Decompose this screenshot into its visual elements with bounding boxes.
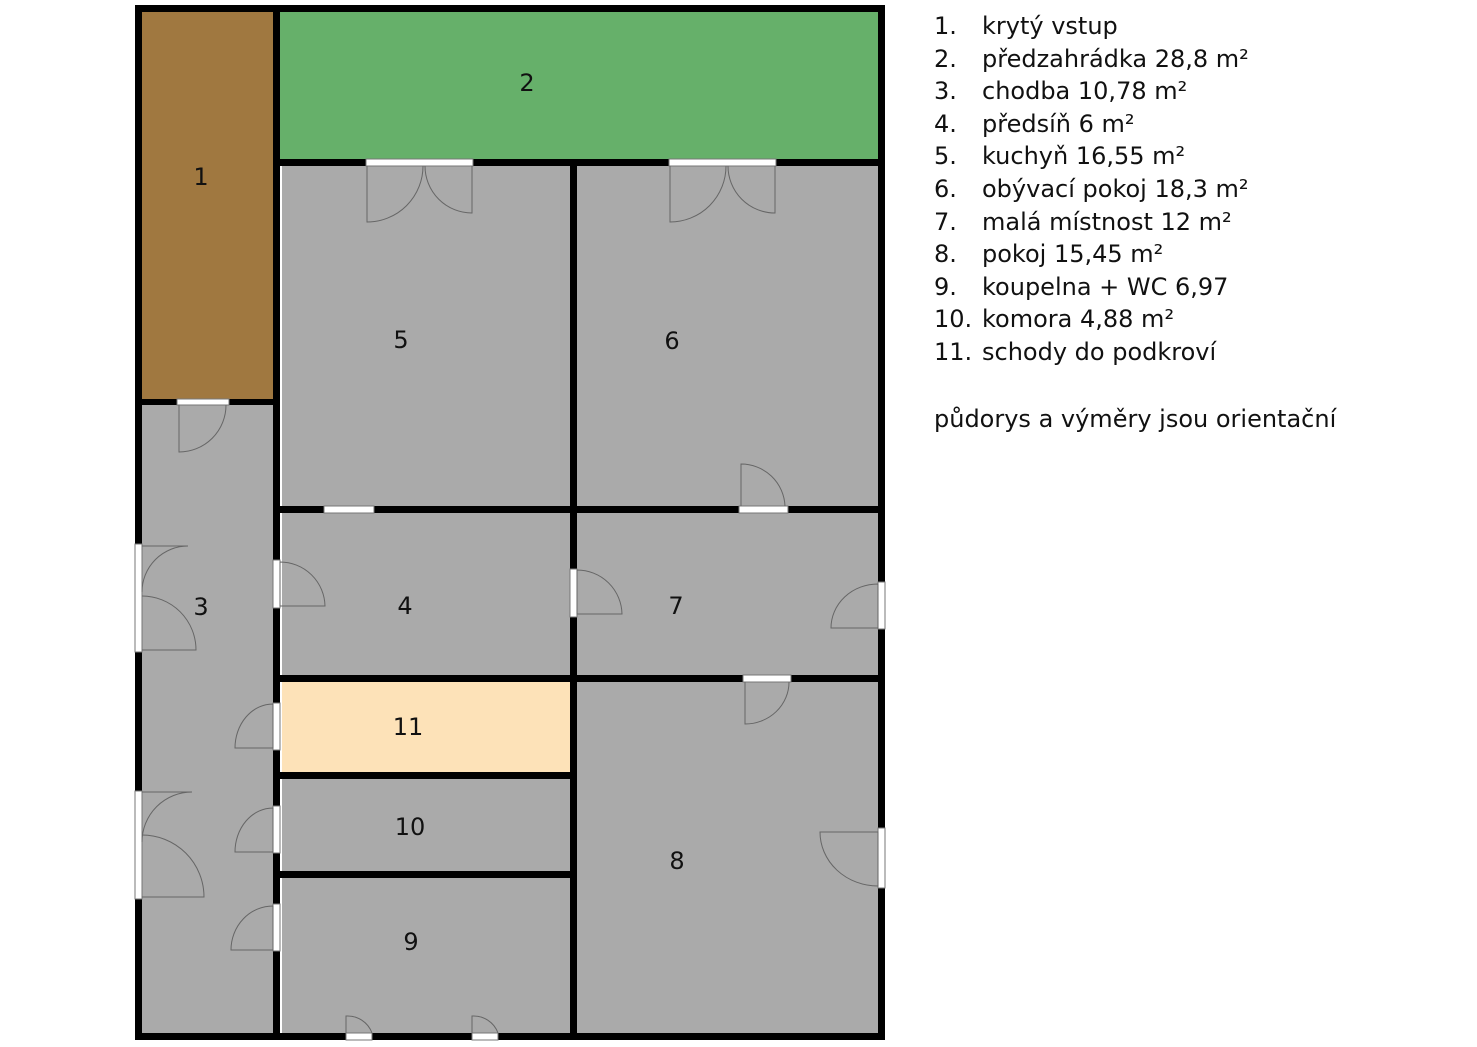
room-7-fill bbox=[577, 512, 878, 678]
legend-item: 6. obývací pokoj 18,3 m² bbox=[934, 173, 1336, 206]
legend-text: pokoj 15,45 m² bbox=[982, 240, 1164, 269]
room-9-fill bbox=[282, 878, 573, 1035]
legend-text: krytý vstup bbox=[982, 12, 1118, 40]
room-label-4: 4 bbox=[397, 592, 412, 620]
room-4-fill bbox=[282, 512, 573, 678]
legend-item: 1. krytý vstup bbox=[934, 10, 1336, 43]
floor-plan: 1 2 3 4 5 6 7 8 9 10 11 bbox=[134, 5, 886, 1041]
legend-item: 7. malá místnost 12 m² bbox=[934, 206, 1336, 239]
room-2-fill bbox=[276, 10, 879, 162]
legend-text: obývací pokoj 18,3 m² bbox=[982, 174, 1249, 203]
room-label-10: 10 bbox=[395, 813, 426, 841]
legend-item: 10. komora 4,88 m² bbox=[934, 303, 1336, 336]
legend-text: chodba 10,78 m² bbox=[982, 77, 1188, 106]
room-8-fill bbox=[577, 681, 878, 1035]
legend-item: 5. kuchyň 16,55 m² bbox=[934, 140, 1336, 173]
room-label-1: 1 bbox=[193, 163, 208, 191]
legend-item: 4. předsíň 6 m² bbox=[934, 108, 1336, 141]
room-1-fill bbox=[139, 10, 276, 402]
room-label-3: 3 bbox=[193, 593, 208, 621]
legend-number: 6. bbox=[934, 174, 957, 203]
legend-text: malá místnost 12 m² bbox=[982, 207, 1232, 236]
legend-text: kuchyň 16,55 m² bbox=[982, 142, 1186, 171]
legend-text: schody do podkroví bbox=[982, 337, 1217, 366]
legend-item: 9. koupelna + WC 6,97 bbox=[934, 271, 1336, 304]
legend-item: 8. pokoj 15,45 m² bbox=[934, 238, 1336, 271]
room-label-11: 11 bbox=[393, 713, 424, 741]
room-6-fill bbox=[577, 166, 878, 509]
room-10-fill bbox=[282, 779, 573, 874]
room-label-5: 5 bbox=[393, 326, 408, 354]
door-swings bbox=[141, 165, 879, 1034]
legend-number: 5. bbox=[934, 142, 957, 171]
legend-item: 2. předzahrádka 28,8 m² bbox=[934, 43, 1336, 76]
legend-text: předzahrádka 28,8 m² bbox=[982, 44, 1249, 73]
legend-item: 11. schody do podkroví bbox=[934, 336, 1336, 369]
legend-text: předsíň 6 m² bbox=[982, 109, 1135, 138]
legend-number: 7. bbox=[934, 207, 957, 236]
room-label-8: 8 bbox=[669, 847, 684, 875]
legend-note: půdorys a výměry jsou orientační bbox=[934, 404, 1337, 433]
legend-number: 10. bbox=[934, 305, 973, 334]
room-label-9: 9 bbox=[403, 928, 418, 956]
legend-number: 11. bbox=[934, 337, 973, 366]
legend: 1. krytý vstup 2. předzahrádka 28,8 m² 3. c… bbox=[934, 10, 1336, 435]
legend-number: 1. bbox=[934, 12, 957, 40]
room-5-fill bbox=[282, 166, 573, 509]
room-3-fill bbox=[139, 402, 276, 1035]
legend-text: komora 4,88 m² bbox=[982, 305, 1175, 334]
legend-number: 4. bbox=[934, 109, 957, 138]
legend-item: 3. chodba 10,78 m² bbox=[934, 75, 1336, 108]
legend-text: koupelna + WC 6,97 bbox=[982, 272, 1229, 301]
legend-number: 9. bbox=[934, 272, 957, 301]
legend-number: 2. bbox=[934, 44, 957, 73]
room-label-7: 7 bbox=[668, 592, 683, 620]
legend-number: 3. bbox=[934, 77, 957, 106]
room-label-2: 2 bbox=[519, 69, 534, 97]
legend-number: 8. bbox=[934, 240, 957, 269]
room-11-fill bbox=[282, 681, 573, 774]
room-label-6: 6 bbox=[664, 327, 679, 355]
